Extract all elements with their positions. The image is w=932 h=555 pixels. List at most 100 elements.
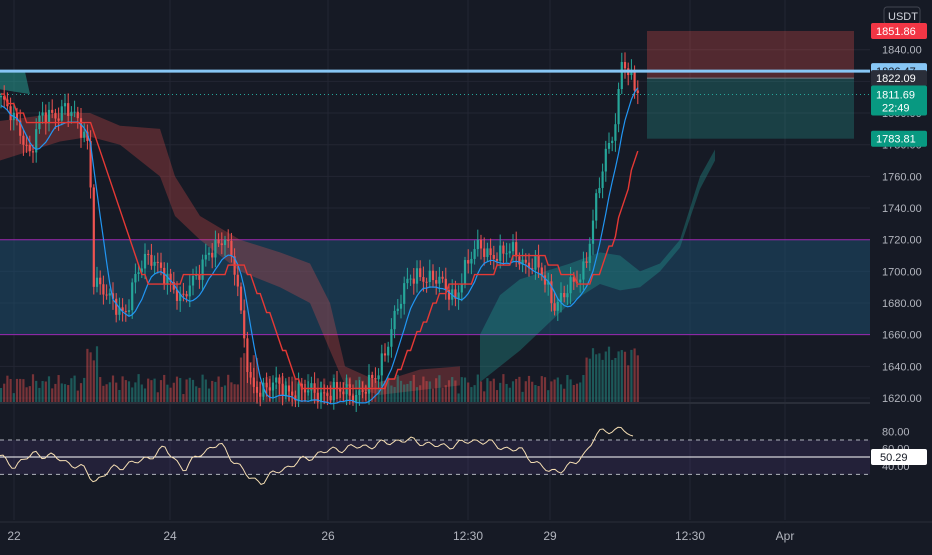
candle-body: [505, 253, 508, 255]
candle-body: [86, 131, 89, 142]
volume-bar: [575, 383, 579, 402]
volume-bar: [604, 351, 607, 402]
volume-bar: [438, 375, 441, 402]
volume-bar: [124, 380, 127, 402]
candle-body: [303, 389, 307, 393]
candle-body: [380, 353, 383, 376]
candle-body: [9, 106, 12, 121]
volume-bar: [195, 386, 198, 402]
time-axis[interactable]: 22 24 26 12:30 29 12:30 Apr: [0, 521, 932, 550]
candle-body: [495, 258, 499, 261]
volume-bar: [630, 349, 633, 402]
candle-body: [249, 371, 252, 378]
volume-bar: [12, 393, 15, 402]
candle-body: [483, 248, 486, 257]
volume-bar: [492, 378, 495, 402]
candle-body: [124, 310, 127, 312]
volume-bar: [255, 357, 259, 402]
volume-bar: [399, 380, 403, 402]
volume-bar: [214, 381, 217, 402]
candle-body: [559, 293, 563, 302]
candle-body: [95, 277, 99, 287]
candle-body: [163, 267, 166, 284]
volume-bar: [76, 390, 79, 402]
conversion-line: [0, 87, 639, 405]
candle-body: [131, 282, 134, 311]
candle-body: [153, 261, 156, 266]
volume-bar: [579, 382, 582, 402]
volume-bar: [15, 378, 19, 402]
candle-body: [547, 281, 550, 285]
candle-body: [115, 298, 118, 315]
volume-bar: [201, 374, 204, 402]
price-tick-label: 1640.00: [882, 361, 922, 373]
volume-bar: [9, 378, 12, 402]
candle-body: [246, 338, 249, 372]
candle-body: [339, 388, 342, 392]
candle-body: [460, 284, 463, 293]
price-badge: [871, 130, 927, 147]
candle-body: [268, 387, 271, 391]
candle-body: [310, 383, 313, 391]
candle-body: [499, 245, 502, 261]
candle-body: [169, 273, 172, 283]
candle-body: [387, 346, 390, 356]
volume-bar: [275, 384, 278, 402]
volume-bar: [127, 381, 131, 402]
volume-bar: [175, 376, 179, 402]
candle-body: [515, 242, 518, 257]
volume-bar: [403, 384, 406, 402]
volume-bar: [179, 378, 182, 402]
candle-body: [73, 111, 76, 113]
volume-bar: [31, 374, 35, 402]
volume-bar: [294, 378, 297, 402]
candle-body: [185, 294, 188, 297]
price-badge: [871, 70, 927, 87]
candle-body: [342, 391, 345, 395]
candle-body: [252, 377, 255, 387]
volume-bar: [198, 387, 201, 402]
candle-body: [585, 261, 588, 263]
candle-body: [236, 274, 239, 287]
volume-bar: [518, 376, 521, 402]
volume-bar: [527, 375, 531, 402]
candle-body: [419, 268, 422, 278]
candle-body: [502, 245, 505, 254]
candle-body: [179, 293, 182, 301]
volume-bar: [499, 382, 502, 402]
candle-body: [159, 262, 163, 268]
candle-body: [204, 254, 207, 260]
candle-body: [441, 276, 444, 279]
rsi-value-label: 50.29: [880, 452, 908, 464]
volume-bar: [99, 377, 102, 402]
candle-body: [70, 111, 73, 116]
candle-body: [83, 131, 86, 138]
volume-bar: [476, 374, 479, 402]
volume-bar: [406, 383, 409, 402]
volume-bar: [463, 377, 467, 402]
volume-bar: [479, 381, 483, 402]
candle-body: [51, 109, 54, 113]
volume-bar: [495, 390, 499, 402]
candle-body: [403, 283, 406, 304]
candle-body: [108, 293, 111, 296]
candle-body: [255, 386, 259, 393]
price-axis[interactable]: 1840.001820.001800.001780.001760.001740.…: [870, 0, 932, 520]
last-price-badge: [871, 85, 927, 116]
volume-bar: [377, 389, 380, 402]
volume-bar: [163, 374, 166, 402]
candle-body: [595, 193, 598, 221]
candle-body: [371, 374, 374, 379]
candle-body: [620, 62, 623, 90]
time-tick-label: 12:30: [675, 529, 705, 543]
volume-bar: [393, 387, 396, 402]
volume-bar: [620, 350, 623, 402]
volume-bar: [582, 374, 585, 402]
candle-body: [588, 243, 591, 263]
candle-body: [486, 248, 489, 257]
candle-body: [444, 278, 447, 290]
candle-body: [531, 268, 534, 270]
candle-body: [323, 392, 326, 394]
candle-body: [473, 249, 476, 259]
